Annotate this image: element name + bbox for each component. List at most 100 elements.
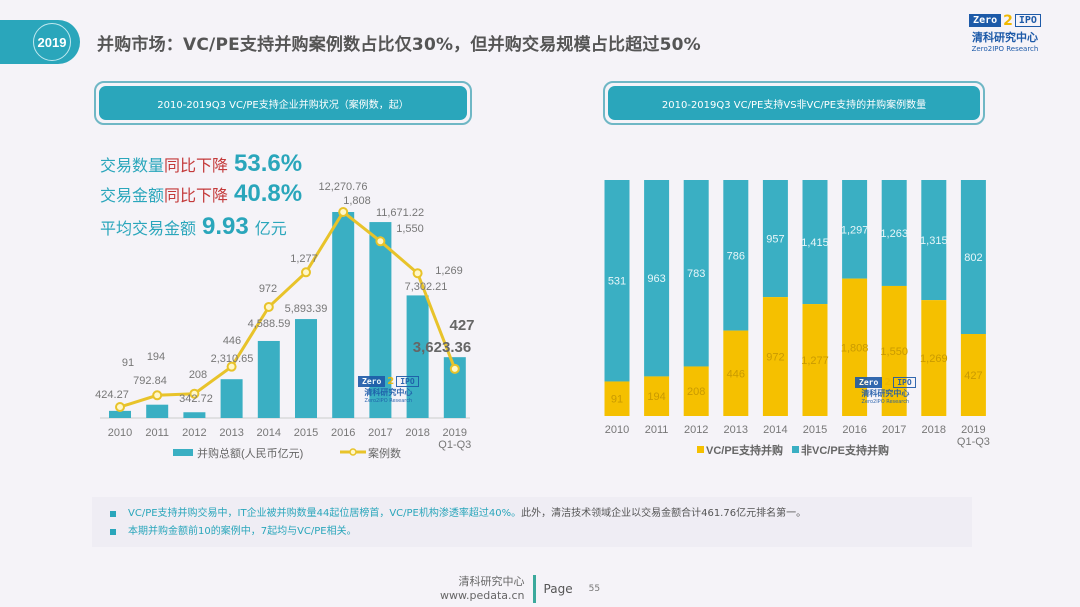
bar-vcpe <box>723 330 749 416</box>
bar-amount <box>220 379 243 418</box>
bar-data-label: 3,623.36 <box>413 339 471 356</box>
watermark-ipo: IPO <box>396 376 419 387</box>
bar-data-label: 342.72 <box>179 393 213 405</box>
kpi-deal-amount: 交易金额 同比下降 40.8% <box>100 180 302 208</box>
bar-data-label-vcpe: 91 <box>611 394 623 406</box>
x-tick-label: 2012 <box>684 424 708 436</box>
legend-swatch-non-vcpe <box>792 446 799 453</box>
line-data-label: 1,550 <box>396 223 424 235</box>
bar-vcpe <box>921 300 947 416</box>
kpi-label: 平均交易金额 <box>100 219 197 238</box>
watermark-zero: Zero <box>358 376 386 387</box>
legend-swatch-amount <box>173 449 193 456</box>
line-point <box>301 267 311 278</box>
watermark-en: Zero2IPO Research <box>861 399 910 405</box>
notes-box: VC/PE支持并购交易中，IT企业被并购数量44起位居榜首，VC/PE机构渗透率… <box>92 497 972 547</box>
x-tick-label: 2017 <box>882 424 906 436</box>
line-point <box>152 390 163 401</box>
left-chart-header: 2010-2019Q3 VC/PE支持企业并购状况（案例数，起） <box>94 81 472 125</box>
x-tick-label: Q1-Q3 <box>957 436 990 448</box>
line-data-label: 1,269 <box>435 265 463 277</box>
page-number: 55 <box>588 584 601 594</box>
legend-label-amount: 并购总额(人民币亿元) <box>197 446 303 460</box>
note-text: 此外，清洁技术领域企业以交易金额合计461.76亿元排名第一。 <box>521 508 807 519</box>
bar-vcpe <box>842 278 868 416</box>
right-chart-title: 2010-2019Q3 VC/PE支持VS非VC/PE支持的并购案例数量 <box>608 86 980 120</box>
year-tab: 2019 <box>0 20 80 64</box>
kpi-value: 40.8% <box>234 180 303 207</box>
logo-ipo: IPO <box>1014 14 1041 27</box>
bar-data-label-non-vcpe: 1,415 <box>801 237 829 249</box>
bar-vcpe <box>802 304 828 416</box>
bar-data-label: 2,310.65 <box>211 353 254 365</box>
bar-data-label-non-vcpe: 1,315 <box>920 235 948 247</box>
legend-label-vcpe: VC/PE支持并购 <box>706 443 783 457</box>
logo-zero: Zero <box>969 14 1002 27</box>
bar-data-label: 424.27 <box>95 389 129 401</box>
bar-data-label-non-vcpe: 963 <box>647 273 665 285</box>
footer-org: 清科研究中心 <box>458 575 525 588</box>
bar-amount <box>295 319 317 418</box>
watermark-cn: 清科研究中心 <box>861 389 910 398</box>
note-item: 本期并购金额前10的案例中，7起均与VC/PE相关。 <box>110 523 954 541</box>
bar-data-label-vcpe: 1,550 <box>880 346 908 358</box>
bar-data-label: 5,893.39 <box>285 303 328 315</box>
line-case-count <box>119 209 457 409</box>
x-tick-label: 2018 <box>922 424 946 436</box>
kpi-avg-amount: 平均交易金额 9.93 亿元 <box>100 213 287 241</box>
bar-data-label: 7,302.21 <box>405 281 448 293</box>
line-point <box>338 207 349 217</box>
watermark-cn: 清科研究中心 <box>364 388 413 397</box>
bar-data-label-vcpe: 972 <box>766 352 784 364</box>
bar-non-vcpe <box>881 180 907 286</box>
bar-data-label: 11,671.22 <box>376 207 424 219</box>
x-tick-label: 2019 <box>961 424 985 436</box>
note-item: VC/PE支持并购交易中，IT企业被并购数量44起位居榜首，VC/PE机构渗透率… <box>110 505 954 523</box>
bar-amount <box>369 222 392 418</box>
line-data-label: 446 <box>223 335 241 347</box>
legend-swatch-vcpe <box>697 446 704 453</box>
year-badge: 2019 <box>33 23 71 61</box>
bar-vcpe <box>683 366 709 416</box>
bullet-square-icon <box>110 529 116 535</box>
note-highlight: 本期并购金额前10的案例中，7起均与VC/PE相关。 <box>128 526 357 537</box>
bar-data-label: 792.84 <box>133 375 167 387</box>
x-tick-label: 2014 <box>257 427 281 439</box>
x-tick-label: 2014 <box>763 424 787 436</box>
bar-amount <box>183 412 206 418</box>
x-tick-label: 2013 <box>724 424 748 436</box>
footer-url[interactable]: www.pedata.cn <box>440 589 525 602</box>
bar-non-vcpe <box>723 180 749 331</box>
kpi-value: 53.6% <box>234 150 303 177</box>
bar-non-vcpe <box>842 180 868 279</box>
bar-data-label-vcpe: 194 <box>647 391 665 403</box>
line-data-label: 972 <box>259 283 277 295</box>
legend-swatch-point <box>349 448 357 456</box>
bar-data-label-vcpe: 1,277 <box>801 355 829 367</box>
x-tick-label: 2010 <box>605 424 629 436</box>
watermark-right: Zero 2 IPO 清科研究中心 Zero2IPO Research <box>855 377 916 405</box>
line-data-label: 1,808 <box>343 195 371 207</box>
x-tick-label: 2015 <box>803 424 827 436</box>
x-tick-label: 2017 <box>368 427 392 439</box>
x-tick-label: 2016 <box>331 427 355 439</box>
bar-data-label-non-vcpe: 531 <box>608 276 626 288</box>
watermark-two: 2 <box>387 375 395 387</box>
kpi-suffix: 亿元 <box>254 219 287 238</box>
bar-data-label: 12,270.76 <box>319 181 368 193</box>
footer-divider <box>532 575 536 603</box>
line-data-label: 194 <box>147 351 165 363</box>
kpi-deal-count: 交易数量 同比下降 53.6% <box>100 150 302 178</box>
x-tick-label: 2013 <box>219 427 243 439</box>
bar-vcpe <box>762 297 788 416</box>
bar-data-label-non-vcpe: 802 <box>964 252 982 264</box>
bar-data-label-vcpe: 1,808 <box>841 342 869 354</box>
line-point <box>189 388 200 399</box>
bar-data-label-non-vcpe: 786 <box>727 250 745 262</box>
bar-non-vcpe <box>921 180 947 301</box>
line-data-label: 208 <box>189 369 207 381</box>
watermark-ipo: IPO <box>893 377 916 388</box>
watermark-two: 2 <box>884 376 892 388</box>
bar-non-vcpe <box>683 180 709 367</box>
